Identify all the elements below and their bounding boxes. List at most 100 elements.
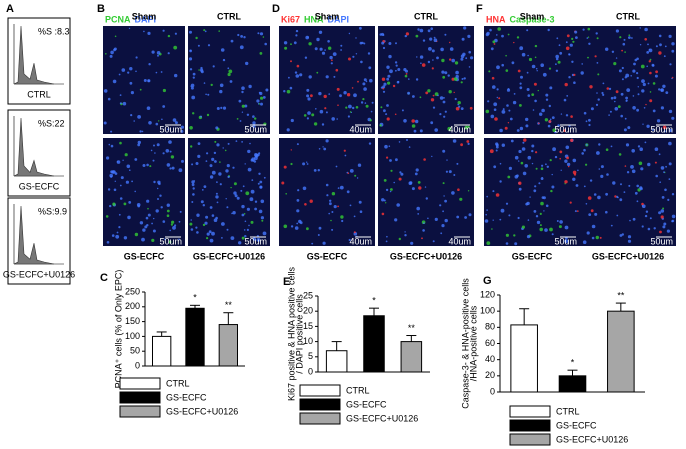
cell (209, 164, 213, 168)
cell (225, 198, 227, 200)
cell (293, 41, 297, 45)
micrograph: 50um (580, 26, 676, 134)
cell (195, 162, 199, 165)
cell (466, 140, 470, 143)
cell (533, 210, 537, 213)
cell (632, 69, 636, 73)
cell (652, 128, 654, 131)
cell (137, 115, 142, 119)
cell (244, 104, 248, 108)
cell (159, 194, 162, 197)
cell (495, 145, 499, 149)
cell (609, 110, 612, 113)
cell (625, 99, 628, 102)
cell (566, 34, 570, 38)
cell (441, 224, 445, 228)
cell (172, 226, 176, 230)
cell (572, 158, 577, 163)
cell (381, 77, 386, 81)
cell (662, 84, 666, 89)
cell (643, 107, 646, 109)
cell (283, 41, 288, 45)
micrograph: 40um (279, 26, 375, 134)
cell (239, 45, 244, 50)
cell (381, 198, 385, 202)
cell (555, 57, 559, 61)
cell (496, 96, 498, 99)
cell (294, 71, 298, 74)
cell (233, 191, 237, 195)
cell (647, 162, 651, 167)
cell (573, 73, 576, 76)
cell (404, 34, 407, 38)
cell (654, 147, 659, 151)
cell (452, 139, 457, 143)
cell (464, 216, 467, 219)
cell (557, 124, 560, 127)
cell (427, 89, 431, 93)
cell (307, 36, 309, 38)
cell (114, 180, 117, 182)
cell (485, 109, 490, 114)
cell (425, 197, 428, 200)
cell (434, 128, 439, 132)
histogram-name: GS-ECFC (19, 181, 60, 191)
cell (331, 211, 334, 213)
stain-label: DAPI (135, 14, 157, 24)
cell (155, 122, 159, 126)
cell (155, 209, 159, 213)
cell (467, 190, 470, 192)
cell (359, 210, 363, 213)
cell (119, 197, 123, 200)
cell (396, 80, 400, 84)
cell (639, 44, 642, 46)
cell (114, 35, 117, 38)
cell (290, 60, 292, 63)
cell (385, 202, 387, 204)
cell (389, 69, 393, 74)
cell (486, 241, 491, 246)
cell (666, 229, 671, 233)
scale-bar-label: 50um (554, 124, 577, 134)
cell (308, 75, 312, 79)
cell (520, 161, 524, 165)
cell (487, 100, 490, 103)
cell (444, 110, 447, 113)
cell (264, 42, 268, 46)
cell (247, 149, 251, 154)
cell (630, 75, 632, 77)
cell (535, 67, 538, 70)
cell (589, 179, 593, 182)
cell (536, 70, 538, 72)
cell (419, 129, 423, 133)
cell (655, 70, 658, 74)
cell (588, 118, 591, 122)
cell (197, 154, 201, 158)
cell (636, 108, 639, 112)
cell (260, 102, 263, 106)
cell (349, 169, 354, 173)
cell (145, 216, 149, 220)
cell (214, 160, 217, 163)
cell (225, 169, 229, 173)
cell (545, 163, 547, 166)
cell (539, 212, 542, 215)
cell (340, 49, 342, 51)
cell (442, 210, 444, 213)
cell (113, 48, 116, 52)
cell (551, 185, 555, 189)
cell (508, 214, 511, 217)
cell (443, 115, 446, 118)
cell (157, 54, 159, 57)
cell (168, 240, 172, 244)
cell (170, 223, 173, 226)
cell (656, 119, 661, 123)
cell (425, 91, 429, 95)
cell (306, 163, 309, 165)
cell (541, 108, 545, 113)
cell (290, 162, 293, 166)
cell (461, 37, 465, 41)
legend-label: CTRL (556, 406, 580, 416)
cell (116, 160, 119, 163)
cell (362, 98, 365, 101)
